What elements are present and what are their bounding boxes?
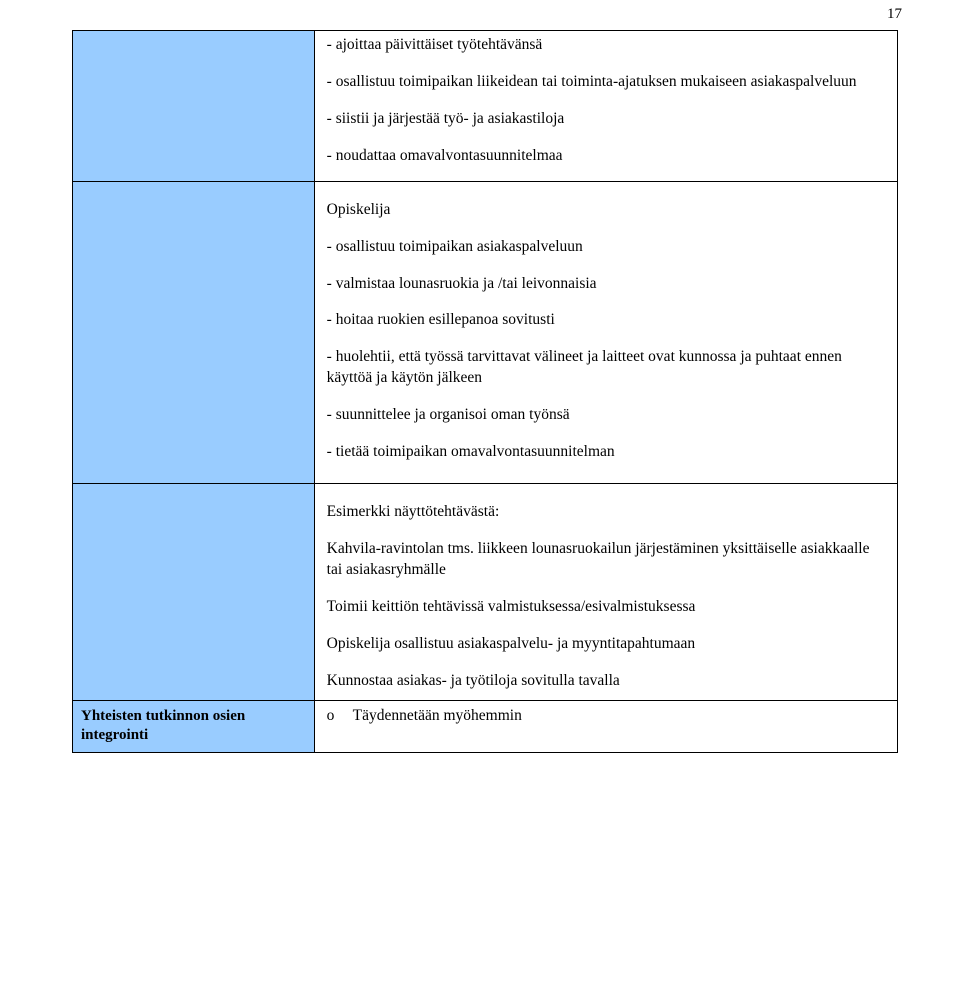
table-row: Esimerkki näyttötehtävästä: Kahvila-ravi… [73, 484, 898, 701]
table-row: Opiskelija - osallistuu toimipaikan asia… [73, 181, 898, 483]
bullet-text: Täydennetään myöhemmin [353, 707, 522, 725]
paragraph: Toimii keittiön tehtävissä valmistuksess… [327, 597, 879, 618]
list-item: - huolehtii, että työssä tarvittavat väl… [327, 347, 879, 389]
page-number: 17 [887, 6, 902, 23]
text-block: Opiskelija - osallistuu toimipaikan asia… [315, 182, 897, 483]
bullet-icon: o [327, 707, 339, 725]
right-cell: - ajoittaa päivittäiset työtehtävänsä - … [314, 31, 897, 182]
table-row: Yhteisten tutkinnon osien integrointi o … [73, 700, 898, 752]
table-row: - ajoittaa päivittäiset työtehtävänsä - … [73, 31, 898, 182]
bullet-item: o Täydennetään myöhemmin [327, 707, 885, 725]
row-label: Yhteisten tutkinnon osien integrointi [73, 701, 314, 752]
right-cell: Esimerkki näyttötehtävästä: Kahvila-ravi… [314, 484, 897, 701]
paragraph: Kahvila-ravintolan tms. liikkeen lounasr… [327, 539, 879, 581]
left-cell: Yhteisten tutkinnon osien integrointi [73, 700, 315, 752]
list-item: - valmistaa lounasruokia ja /tai leivonn… [327, 274, 879, 295]
section-heading: Opiskelija [327, 200, 879, 221]
list-item: - noudattaa omavalvontasuunnitelmaa [327, 146, 879, 167]
content-table: - ajoittaa päivittäiset työtehtävänsä - … [72, 30, 898, 753]
list-item: - osallistuu toimipaikan asiakaspalveluu… [327, 237, 879, 258]
right-cell: Opiskelija - osallistuu toimipaikan asia… [314, 181, 897, 483]
document-page: 17 - ajoittaa päivittäiset työtehtävänsä… [0, 0, 960, 995]
right-cell: o Täydennetään myöhemmin [314, 700, 897, 752]
text-block: Esimerkki näyttötehtävästä: Kahvila-ravi… [315, 484, 897, 700]
list-item: - suunnittelee ja organisoi oman työnsä [327, 405, 879, 426]
left-cell [73, 181, 315, 483]
list-item: - siistii ja järjestää työ- ja asiakasti… [327, 109, 879, 130]
paragraph: Opiskelija osallistuu asiakaspalvelu- ja… [327, 634, 879, 655]
left-cell [73, 31, 315, 182]
paragraph: Kunnostaa asiakas- ja työtiloja sovitull… [327, 671, 879, 692]
left-cell [73, 484, 315, 701]
list-item: - hoitaa ruokien esillepanoa sovitusti [327, 310, 879, 331]
text-block: - ajoittaa päivittäiset työtehtävänsä - … [315, 31, 897, 181]
list-item: - ajoittaa päivittäiset työtehtävänsä [327, 35, 879, 56]
section-heading: Esimerkki näyttötehtävästä: [327, 502, 879, 523]
text-block: o Täydennetään myöhemmin [315, 701, 897, 731]
list-item: - osallistuu toimipaikan liikeidean tai … [327, 72, 879, 93]
list-item: - tietää toimipaikan omavalvontasuunnite… [327, 442, 879, 463]
